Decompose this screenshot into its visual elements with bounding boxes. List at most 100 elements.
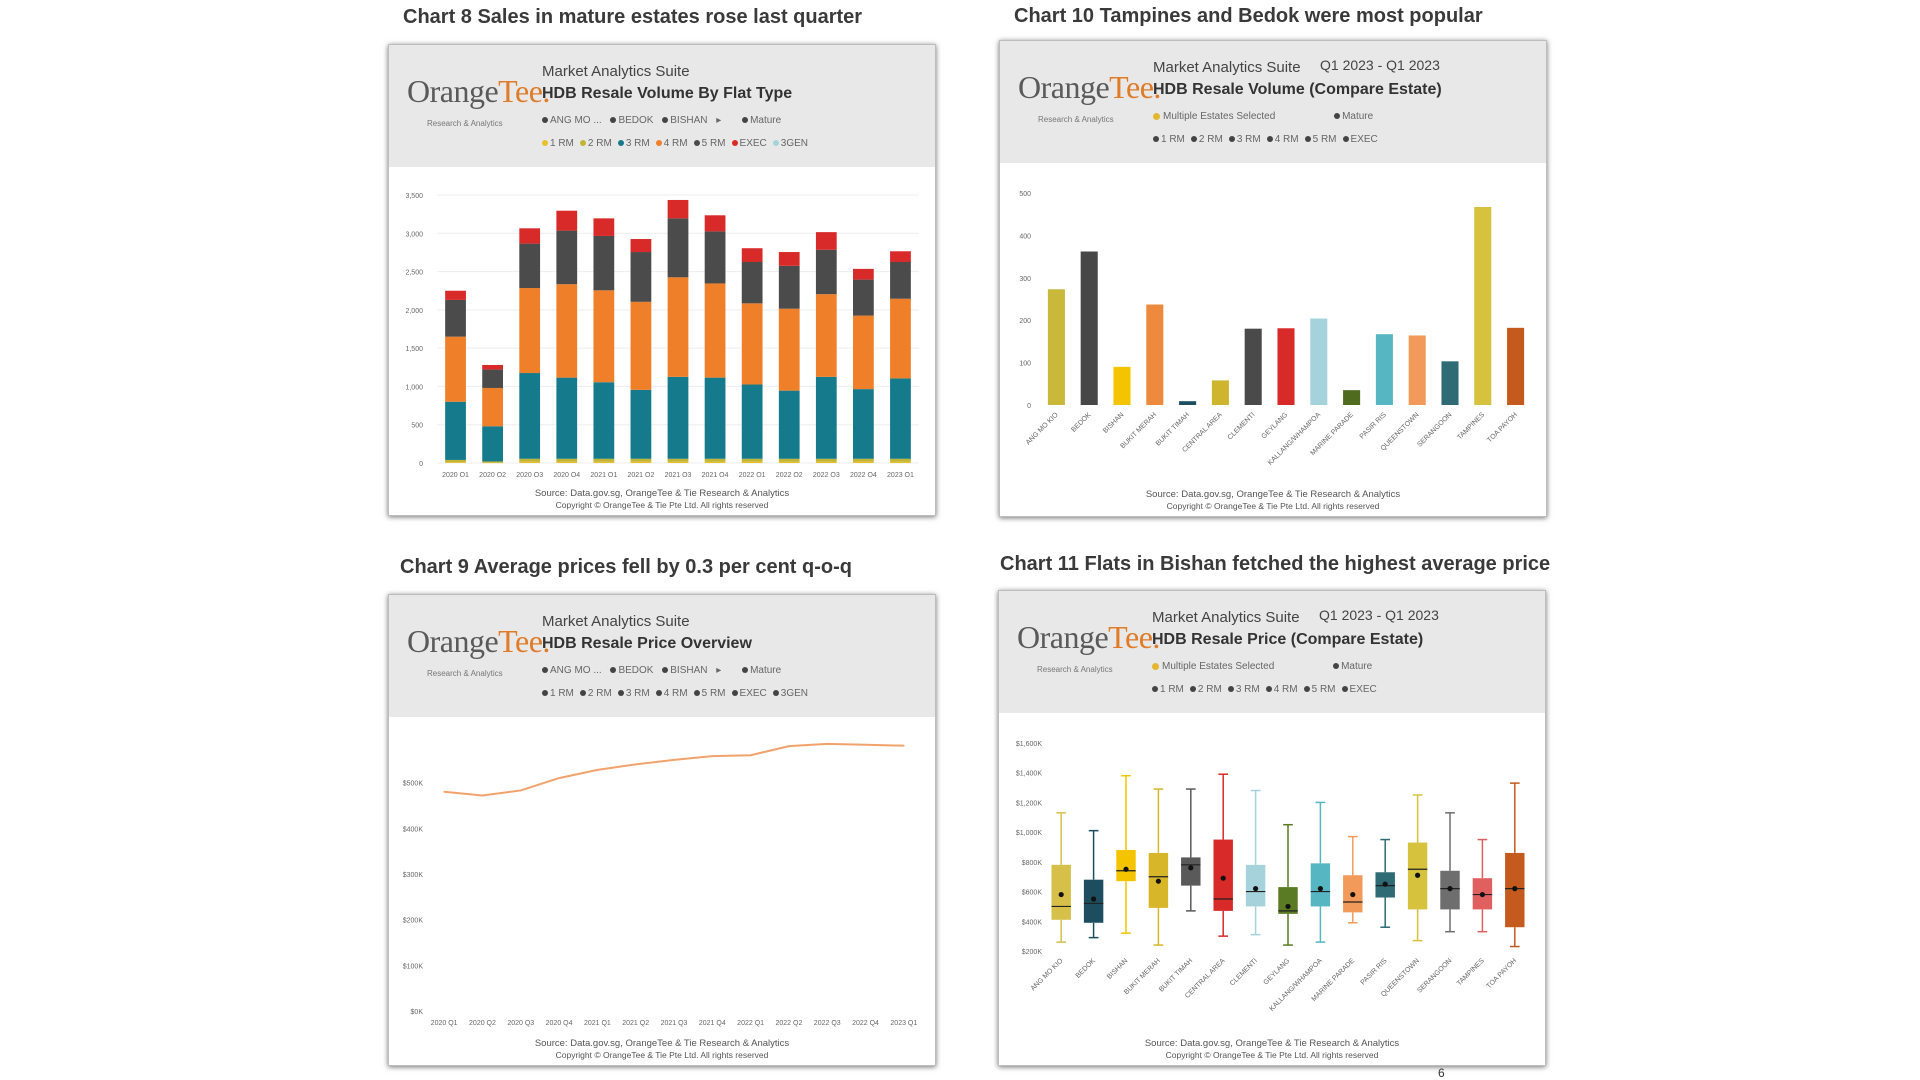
y-tick-label: 300 — [1019, 276, 1031, 283]
legend-label: 2 RM — [587, 138, 612, 149]
box — [1278, 887, 1298, 914]
flat-type-legend: 1 RM 2 RM 3 RM 4 RM 5 RM EXEC 3GEN — [542, 688, 814, 699]
legend-swatch — [579, 140, 586, 147]
orangetee-logo: OrangeTee. — [407, 623, 550, 659]
y-tick-label: $600K — [1022, 890, 1043, 897]
x-tick-label: 2022 Q1 — [739, 472, 766, 477]
data-point — [788, 745, 790, 747]
x-tick-label: BEDOK — [1075, 957, 1098, 980]
bar-segment — [778, 252, 800, 266]
estate-filter[interactable]: ANG MO ... BEDOK BISHAN ▸ Mature — [542, 665, 787, 676]
mean-marker — [1512, 886, 1518, 892]
x-tick-label: 2023 Q1 — [890, 1020, 917, 1027]
legend-item[interactable]: 1 RM — [542, 688, 574, 699]
data-point — [749, 754, 752, 757]
x-tick-label: 2020 Q2 — [469, 1020, 496, 1027]
bar-segment — [593, 218, 615, 236]
bar-segment — [519, 228, 541, 244]
legend-item[interactable]: 5 RM — [693, 138, 726, 149]
bar-segment — [667, 458, 689, 462]
legend-item[interactable]: 2 RM — [1190, 134, 1223, 145]
legend-item[interactable]: 5 RM — [693, 688, 726, 699]
legend-item[interactable]: 4 RM — [655, 138, 688, 149]
legend-item[interactable]: 2 RM — [579, 688, 612, 699]
filter-arrow-icon[interactable]: ▸ — [716, 665, 722, 676]
bar — [1277, 328, 1295, 405]
bar-segment — [815, 458, 837, 462]
x-tick-label: KALLANG/WHAMPOA — [1269, 957, 1325, 1013]
bar-segment — [519, 458, 541, 462]
legend-item[interactable]: 3 RM — [617, 138, 650, 149]
bar-segment — [704, 377, 726, 459]
x-tick-label: BISHAN — [1106, 957, 1129, 980]
panel-header: OrangeTee. Research & Analytics Market A… — [389, 595, 935, 717]
legend-item[interactable]: 3GEN — [772, 688, 808, 699]
bar-segment — [445, 462, 466, 463]
legend-item[interactable]: 3 RM — [617, 688, 650, 699]
legend-item[interactable]: 4 RM — [1265, 684, 1298, 695]
x-tick-label: TOA PAYOH — [1486, 411, 1519, 444]
legend-item[interactable]: 2 RM — [1189, 684, 1222, 695]
bar-segment — [556, 284, 578, 378]
bar-segment — [593, 290, 615, 383]
legend-item[interactable]: 1 RM — [542, 138, 574, 149]
bar-segment — [704, 215, 726, 232]
copyright-note: Copyright © OrangeTee & Tie Pte Ltd. All… — [1165, 1050, 1379, 1060]
y-tick-label: 2,000 — [405, 308, 423, 315]
orangetee-logo: OrangeTee. — [407, 73, 550, 109]
logo-subtitle: Research & Analytics — [427, 669, 503, 678]
estate-filter[interactable]: Multiple Estates Selected Mature — [1153, 111, 1379, 122]
legend-item[interactable]: 5 RM — [1303, 684, 1336, 695]
x-tick-label: TOA PAYOH — [1485, 957, 1518, 990]
legend-item[interactable]: 4 RM — [1266, 134, 1299, 145]
legend-label: 4 RM — [663, 138, 688, 149]
legend-swatch — [542, 690, 548, 697]
legend-item[interactable]: 5 RM — [1304, 134, 1337, 145]
date-range[interactable]: Q1 2023 - Q1 2023 — [1320, 57, 1440, 73]
legend-label: 3 RM — [1235, 684, 1260, 695]
x-tick-label: 2022 Q2 — [776, 472, 803, 477]
bar — [1474, 206, 1492, 405]
legend-item[interactable]: 3 RM — [1227, 684, 1260, 695]
data-point — [596, 769, 599, 771]
legend-item[interactable]: 3GEN — [772, 138, 808, 149]
bar-segment — [741, 248, 763, 262]
x-tick-label: 2021 Q2 — [627, 472, 654, 477]
y-tick-label: $200K — [403, 918, 424, 925]
legend-swatch — [617, 690, 624, 697]
bar — [1244, 328, 1262, 405]
bar-segment — [778, 458, 800, 462]
legend-swatch — [693, 140, 700, 147]
flat-type-legend: 1 RM 2 RM 3 RM 4 RM 5 RM EXEC — [1152, 684, 1383, 695]
box — [1245, 864, 1266, 907]
legend-item[interactable]: 4 RM — [655, 688, 688, 699]
y-tick-label: 200 — [1019, 318, 1031, 325]
bar-segment — [445, 459, 466, 463]
legend-item[interactable]: 3 RM — [1228, 134, 1261, 145]
filter-arrow-icon[interactable]: ▸ — [716, 115, 722, 126]
date-range[interactable]: Q1 2023 - Q1 2023 — [1319, 607, 1439, 623]
legend-item[interactable]: 2 RM — [579, 138, 612, 149]
legend-item[interactable]: EXEC — [1342, 134, 1378, 145]
bar-segment — [667, 218, 689, 278]
x-tick-label: 2021 Q2 — [622, 1020, 649, 1027]
bar-segment — [667, 199, 689, 219]
legend-item[interactable]: 1 RM — [1152, 684, 1184, 695]
bar-segment — [482, 462, 503, 464]
source-note: Source: Data.gov.sg, OrangeTee & Tie Res… — [1145, 489, 1401, 500]
bar-segment — [519, 461, 541, 463]
legend-item[interactable]: EXEC — [1341, 684, 1377, 695]
mean-marker — [1253, 886, 1259, 892]
legend-item[interactable]: EXEC — [731, 138, 767, 149]
legend-item[interactable]: 1 RM — [1153, 134, 1185, 145]
legend-label: EXEC — [739, 138, 767, 149]
x-tick-label: BUKIT TIMAH — [1155, 411, 1191, 447]
x-tick-label: GEYLANG — [1261, 411, 1290, 440]
x-tick-label: BUKIT TIMAH — [1158, 957, 1194, 993]
x-tick-label: 2021 Q3 — [665, 472, 692, 477]
legend-label: 3GEN — [780, 138, 808, 149]
legend-item[interactable]: EXEC — [731, 688, 767, 699]
estate-filter[interactable]: Multiple Estates Selected Mature — [1152, 661, 1378, 672]
estate-filter[interactable]: ANG MO ... BEDOK BISHAN ▸ Mature — [542, 115, 787, 126]
legend-swatch — [1227, 686, 1234, 693]
